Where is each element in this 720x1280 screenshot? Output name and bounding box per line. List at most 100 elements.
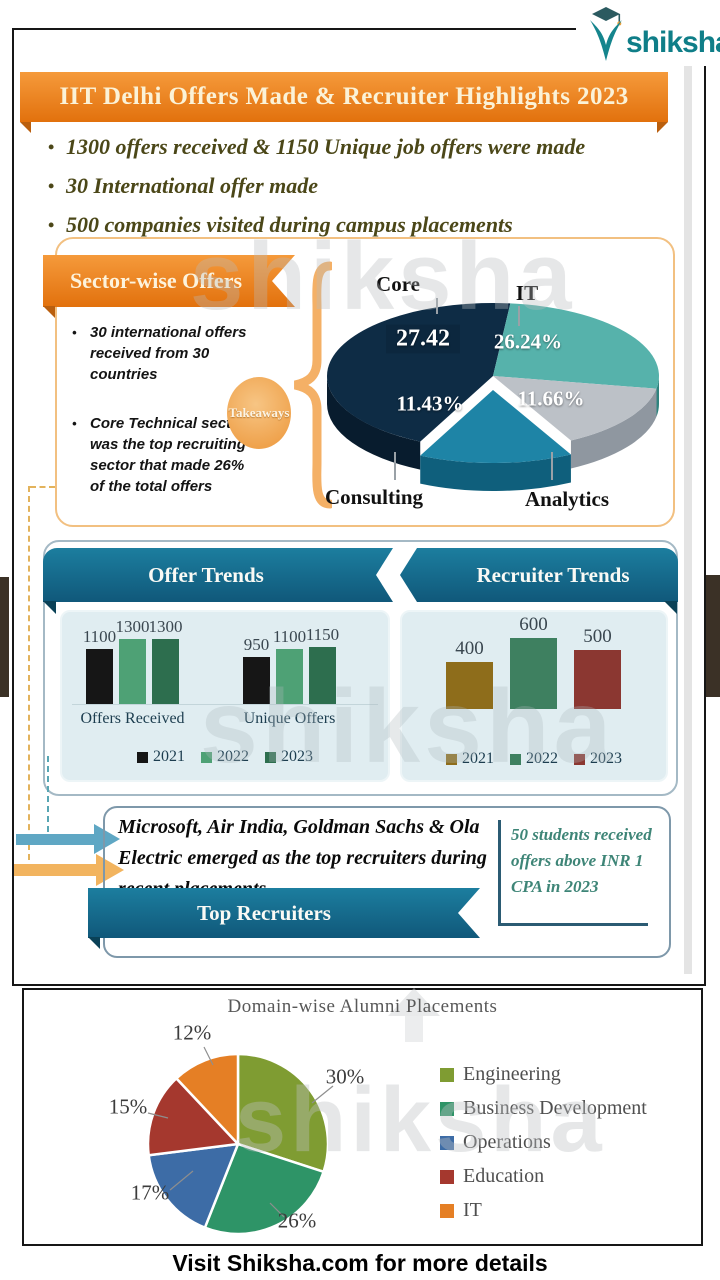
page-edge-strip-right <box>706 575 720 697</box>
bar <box>86 649 113 704</box>
takeaways-badge: Takeaways <box>227 377 291 449</box>
domain-pct-label: 30% <box>325 1064 365 1089</box>
bar-value-label: 1150 <box>305 624 340 644</box>
legend-swatch <box>201 751 212 763</box>
highlight-text: 1300 offers received & 1150 Unique job o… <box>66 134 586 159</box>
legend-label: IT <box>463 1199 482 1221</box>
dashed-connector <box>47 756 49 832</box>
domain-pct-label: 15% <box>108 1094 148 1119</box>
banner-fold <box>664 601 677 614</box>
bar-value-label: 1300 <box>115 617 150 636</box>
cap-triangle <box>388 988 440 1016</box>
recruiter-trends-chart: 400 600 500 2021 2022 2023 <box>400 610 668 782</box>
domain-pie-slice <box>175 1052 240 1146</box>
domain-chart-legend: Engineering Business Development Operation… <box>440 1063 647 1233</box>
pie-label-analytics: Analytics <box>525 487 609 511</box>
legend-swatch <box>440 1067 454 1082</box>
domain-chart-panel <box>22 988 703 1246</box>
infographic-frame <box>12 28 706 986</box>
leader-line <box>311 1085 334 1104</box>
sector-pie-svg <box>327 303 659 491</box>
legend-swatch <box>440 1169 454 1184</box>
bullet-icon: • <box>47 137 55 157</box>
bar-column: 600 <box>510 614 557 709</box>
domain-pie-slice <box>146 1077 240 1157</box>
header-ribbon-fold-right <box>657 122 668 133</box>
leader-line <box>203 1046 214 1066</box>
legend-item: Engineering <box>440 1063 647 1086</box>
bullet-icon: • <box>72 325 77 340</box>
bar-value-label: 1100 <box>82 627 117 646</box>
domain-chart-title: Domain-wise Alumni Placements <box>227 996 498 1017</box>
frame-shadow <box>684 48 692 974</box>
arrow-shaft <box>14 864 96 876</box>
legend-label: 2021 <box>462 750 494 767</box>
bar <box>309 646 336 704</box>
banner-fold <box>88 937 100 949</box>
takeaway-text: 30 international offers received from 30… <box>90 324 247 383</box>
bar <box>276 649 303 704</box>
cap-stem <box>405 1016 423 1042</box>
legend-label: Education <box>463 1165 545 1187</box>
trends-panel <box>43 540 678 796</box>
legend-label: Engineering <box>463 1063 561 1085</box>
highlight-text: 30 International offer made <box>66 173 319 198</box>
pie-slice-top <box>493 376 657 441</box>
leader-line <box>169 1170 194 1191</box>
dashed-connector <box>28 486 30 860</box>
takeaway-text: Core Technical sector was the top recrui… <box>90 415 247 495</box>
pie-value-consulting: 11.43% <box>396 391 464 416</box>
bar-group: 1100 1300 1300 <box>82 612 183 704</box>
banner-fold <box>43 601 56 614</box>
legend-item: 2023 <box>574 750 622 768</box>
leader-line <box>436 298 438 314</box>
sector-offers-panel <box>55 237 675 527</box>
bar <box>243 656 270 704</box>
pie-slice-top <box>493 303 659 389</box>
leader-line <box>147 1112 169 1119</box>
bar-value-label: 1100 <box>272 627 307 646</box>
domain-pie-slice <box>236 1052 330 1174</box>
bar-column: 950 <box>243 635 270 704</box>
bar-column: 1150 <box>305 624 340 704</box>
domain-pct-label: 26% <box>277 1208 317 1233</box>
arrow-head <box>96 854 124 886</box>
page-edge-strip-left <box>0 577 9 697</box>
pie-label-consulting: Consulting <box>324 485 424 509</box>
pie-value-core: 27.42 <box>386 324 460 354</box>
bar-column: 1300 <box>116 617 150 704</box>
legend-item: Operations <box>440 1131 647 1154</box>
top-recruiters-headline: Microsoft, Air India, Goldman Sachs & Ol… <box>118 816 487 900</box>
highlights-list: • 1300 offers received & 1150 Unique job … <box>36 132 676 249</box>
pie-slice-top <box>327 303 511 442</box>
offer-trends-chart: 1100 1300 1300 Offers Received 950 1100 1150 Un… <box>60 610 390 782</box>
legend-item: 2021 <box>446 750 494 768</box>
legend-item: IT <box>440 1199 647 1222</box>
page-title: IIT Delhi Offers Made & Recruiter Highli… <box>20 72 668 122</box>
legend-swatch <box>574 753 585 765</box>
leader-line <box>269 1202 285 1218</box>
legend-swatch <box>137 751 148 763</box>
bar-group-label: Unique Offers <box>243 710 336 727</box>
bar <box>152 639 179 704</box>
legend-label: 2022 <box>526 750 558 767</box>
chart-legend: 2021 2022 2023 <box>402 750 666 768</box>
legend-item: Education <box>440 1165 647 1188</box>
offer-trends-banner: Offer Trends <box>43 548 393 602</box>
legend-item: Business Development <box>440 1097 647 1120</box>
sector-offers-ribbon: Sector-wise Offers <box>43 255 295 307</box>
highlight-item: • 30 International offer made <box>36 171 676 201</box>
legend-label: Operations <box>463 1131 551 1153</box>
bar-group: 400 600 500 <box>446 612 621 709</box>
legend-item: 2022 <box>201 748 249 766</box>
shiksha-logo-icon <box>590 7 622 61</box>
legend-swatch <box>265 751 276 763</box>
arrow-head <box>94 824 120 854</box>
bar-column: 400 <box>446 638 493 709</box>
takeaway-item: • Core Technical sector was the top recru… <box>72 413 250 497</box>
leader-line <box>518 306 520 326</box>
domain-pct-label: 12% <box>172 1020 212 1045</box>
bullet-icon: • <box>47 176 55 196</box>
dashed-connector <box>30 486 55 488</box>
bar-column: 1100 <box>82 627 117 704</box>
